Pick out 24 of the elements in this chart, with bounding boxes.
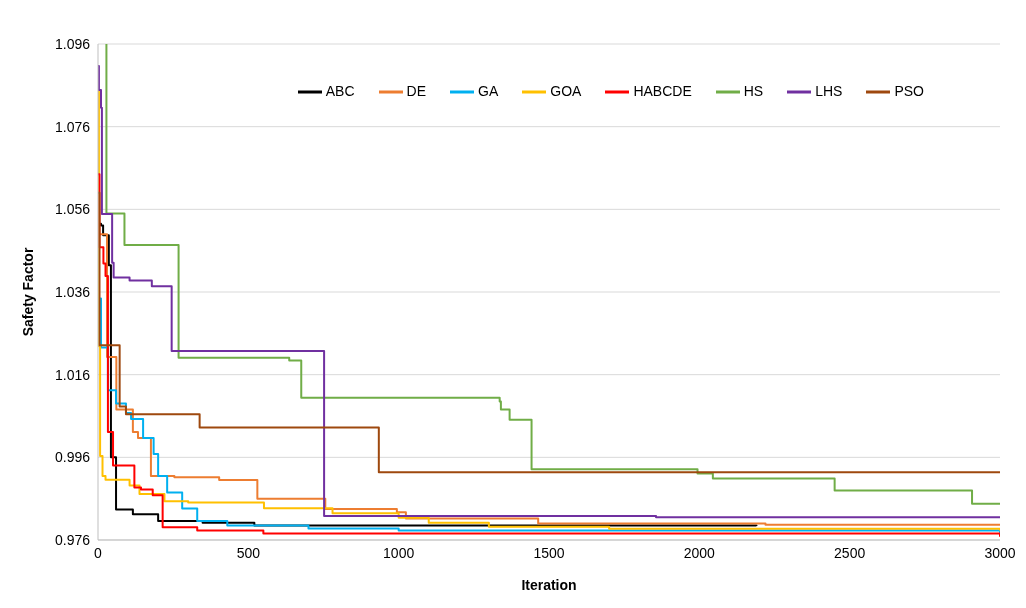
y-tick-label: 0.996 — [54, 449, 91, 466]
x-tick-label: 500 — [236, 544, 261, 561]
legend-label: GA — [478, 82, 499, 99]
legend-label: PSO — [894, 82, 924, 99]
x-tick-label: 2500 — [834, 544, 866, 561]
y-tick-label: 1.056 — [54, 201, 91, 218]
x-tick-label: 2000 — [683, 544, 716, 561]
legend-label: LHS — [815, 82, 843, 99]
y-tick-label: 1.036 — [54, 283, 91, 300]
legend-label: DE — [406, 82, 427, 99]
y-axis-title: Safety Factor — [19, 247, 36, 337]
x-axis-title: Iteration — [521, 577, 577, 593]
y-tick-label: 1.016 — [54, 366, 91, 383]
x-tick-label: 3000 — [984, 544, 1016, 561]
y-tick-label: 0.976 — [54, 531, 91, 548]
legend-label: HABCDE — [633, 82, 692, 99]
y-tick-label: 1.076 — [54, 118, 91, 135]
x-tick-label: 1000 — [383, 544, 415, 561]
x-tick-label: 1500 — [533, 544, 565, 561]
legend-label: HS — [743, 82, 764, 99]
legend-label: GOA — [550, 82, 582, 99]
x-tick-label: 0 — [94, 544, 103, 561]
y-tick-label: 1.096 — [54, 35, 91, 52]
legend-label: ABC — [325, 82, 355, 99]
